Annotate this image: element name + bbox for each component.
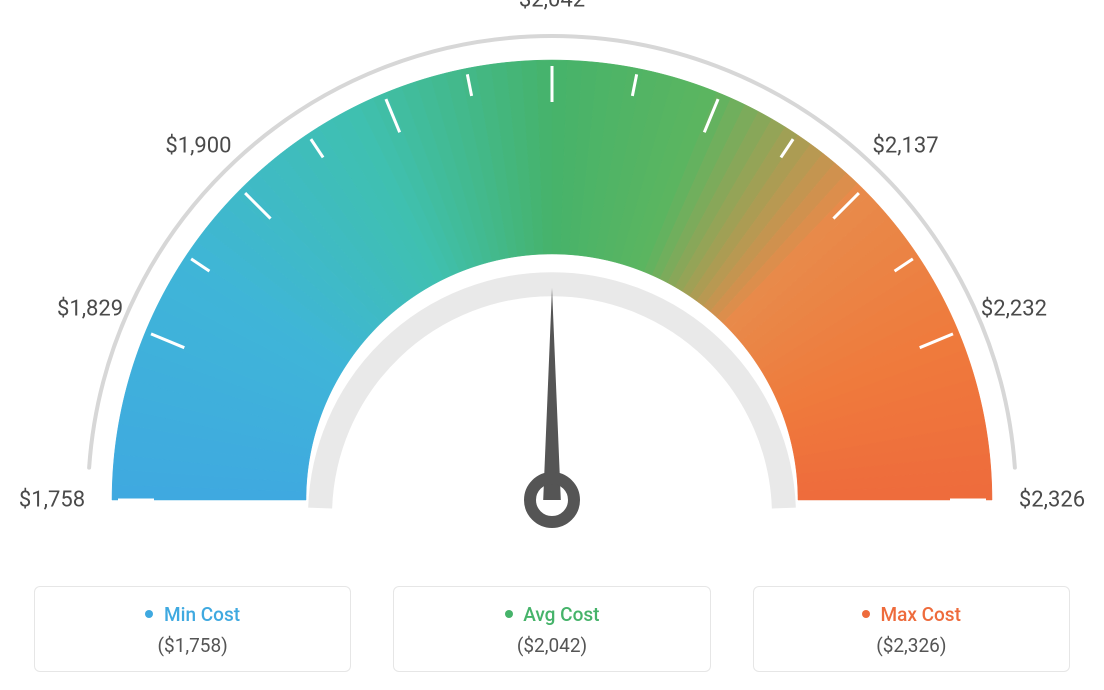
legend-card-max: Max Cost ($2,326) (753, 586, 1070, 672)
legend-title-avg-text: Avg Cost (523, 603, 599, 626)
legend-row: Min Cost ($1,758) Avg Cost ($2,042) Max … (0, 586, 1104, 672)
dot-icon (862, 610, 870, 618)
legend-title-avg: Avg Cost (404, 603, 699, 626)
legend-value-max: ($2,326) (764, 634, 1059, 657)
gauge-tick-label: $2,326 (1019, 488, 1085, 513)
gauge-tick-label: $2,137 (872, 134, 938, 159)
legend-value-min: ($1,758) (45, 634, 340, 657)
dot-icon (145, 610, 153, 618)
dot-icon (505, 610, 513, 618)
gauge-tick-label: $2,232 (981, 296, 1047, 321)
legend-card-min: Min Cost ($1,758) (34, 586, 351, 672)
legend-title-min: Min Cost (45, 603, 340, 626)
legend-title-max: Max Cost (764, 603, 1059, 626)
legend-title-min-text: Min Cost (164, 603, 240, 626)
legend-value-avg: ($2,042) (404, 634, 699, 657)
gauge-tick-label: $1,829 (57, 296, 123, 321)
legend-title-max-text: Max Cost (880, 603, 960, 626)
gauge-tick-label: $2,042 (519, 0, 585, 13)
legend-card-avg: Avg Cost ($2,042) (393, 586, 710, 672)
gauge-chart: $1,758 $1,829 $1,900 $2,042 $2,137 $2,232 $2,3… (0, 0, 1104, 560)
gauge-tick-label: $1,900 (165, 134, 231, 159)
gauge-svg (0, 0, 1104, 560)
gauge-tick-label: $1,758 (19, 488, 85, 513)
